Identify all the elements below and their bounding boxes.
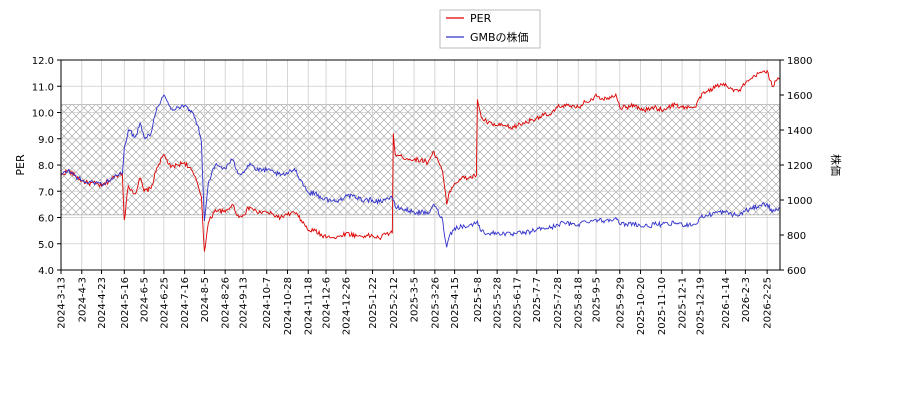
series-layer — [60, 69, 781, 252]
x-tick-label: 2024-5-16 — [120, 277, 131, 329]
right-tick-label: 1800 — [787, 56, 812, 67]
legend-label-price: GMBの株価 — [470, 30, 529, 44]
x-tick-label: 2025-9-5 — [592, 277, 603, 322]
legend-label-per: PER — [470, 12, 492, 25]
right-tick-label: 1400 — [787, 126, 812, 137]
left-tick-label: 7.0 — [38, 187, 54, 198]
x-axis: 2024-3-13 2024-4-3 2024-4-23 2024-5-16 2024-… — [57, 270, 774, 335]
left-axis-label: PER — [14, 154, 27, 176]
shaded-band — [60, 104, 781, 216]
left-tick-label: 5.0 — [38, 240, 54, 251]
x-tick-label: 2024-9-13 — [238, 277, 249, 329]
x-tick-label: 2025-12-1 — [678, 277, 689, 329]
x-tick-label: 2024-6-25 — [159, 277, 170, 329]
right-tick-label: 1200 — [787, 161, 812, 172]
right-axis-label: 株価 — [829, 154, 843, 176]
x-tick-label: 2024-10-28 — [283, 277, 294, 335]
x-tick-label: 2024-10-7 — [262, 277, 273, 329]
series-line-price — [60, 94, 781, 248]
right-axis: 600 800 1000 1200 1400 1600 1800 — [780, 56, 812, 277]
left-tick-label: 8.0 — [38, 161, 54, 172]
x-tick-label: 2025-8-18 — [574, 277, 585, 329]
band-area — [60, 104, 781, 216]
x-tick-label: 2025-3-5 — [410, 277, 421, 322]
x-tick-label: 2025-7-7 — [532, 277, 543, 322]
x-tick-label: 2026-2-25 — [763, 277, 774, 329]
x-tick-label: 2025-1-22 — [368, 277, 379, 329]
x-tick-label: 2025-12-19 — [695, 277, 706, 335]
right-tick-label: 1000 — [787, 196, 812, 207]
x-tick-label: 2024-12-6 — [322, 277, 333, 329]
x-tick-label: 2025-5-8 — [473, 277, 484, 322]
x-tick-label: 2024-12-26 — [341, 277, 352, 335]
left-tick-label: 10.0 — [32, 109, 54, 120]
right-tick-label: 600 — [787, 266, 806, 277]
x-tick-label: 2025-6-17 — [512, 277, 523, 329]
left-tick-label: 4.0 — [38, 266, 54, 277]
x-tick-label: 2024-4-23 — [97, 277, 108, 329]
left-tick-label: 9.0 — [38, 135, 54, 146]
x-tick-label: 2024-4-3 — [77, 277, 88, 322]
x-tick-label: 2024-7-16 — [180, 277, 191, 329]
x-tick-label: 2024-8-5 — [200, 277, 211, 322]
x-tick-label: 2025-5-28 — [493, 277, 504, 329]
x-tick-label: 2024-11-18 — [304, 277, 315, 335]
x-tick-label: 2024-8-26 — [221, 277, 232, 329]
legend: PER GMBの株価 — [439, 9, 541, 49]
series-line-per — [60, 69, 781, 252]
legend-box — [439, 9, 541, 49]
left-axis: 4.0 5.0 6.0 7.0 8.0 9.0 10.0 11.0 12.0 — [32, 56, 61, 277]
right-tick-label: 800 — [787, 231, 806, 242]
x-tick-label: 2026-1-14 — [721, 277, 732, 329]
left-tick-label: 6.0 — [38, 214, 54, 225]
x-tick-label: 2025-4-15 — [450, 277, 461, 329]
left-tick-label: 11.0 — [32, 82, 54, 93]
left-tick-label: 12.0 — [32, 56, 54, 67]
x-tick-label: 2024-6-5 — [140, 277, 151, 322]
x-tick-label: 2024-3-13 — [57, 277, 68, 329]
x-tick-label: 2025-11-10 — [657, 277, 668, 335]
x-tick-label: 2025-10-20 — [636, 277, 647, 335]
x-tick-label: 2026-2-3 — [741, 277, 752, 322]
x-tick-label: 2025-2-12 — [389, 277, 400, 329]
right-tick-label: 1600 — [787, 91, 812, 102]
x-tick-label: 2025-7-28 — [553, 277, 564, 329]
x-tick-label: 2025-3-26 — [430, 277, 441, 329]
x-tick-label: 2025-9-29 — [615, 277, 626, 329]
